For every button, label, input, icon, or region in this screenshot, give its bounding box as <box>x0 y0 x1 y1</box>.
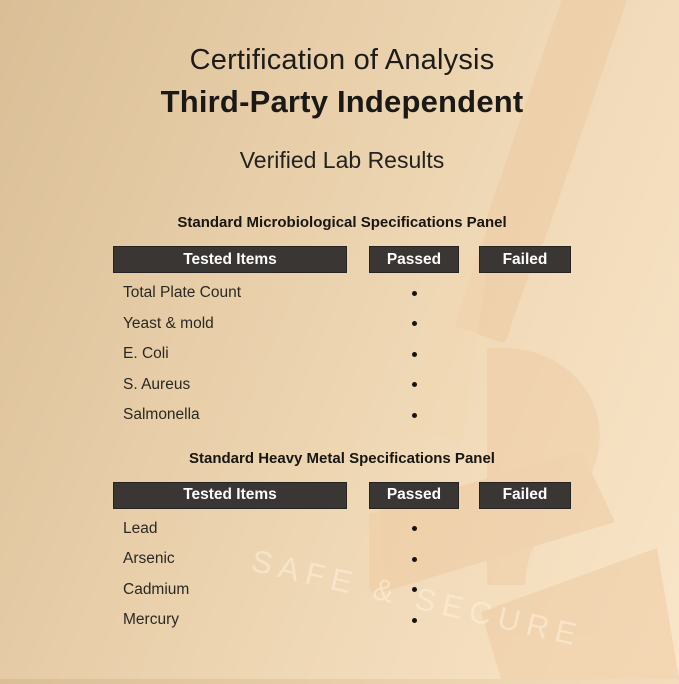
certificate-body: Certification of Analysis Third-Party In… <box>113 0 571 636</box>
tested-item-label: Lead <box>123 519 158 537</box>
passed-bullet-icon <box>411 382 417 388</box>
passed-indicator <box>369 406 459 424</box>
panel-title: Standard Microbiological Specifications … <box>177 214 507 231</box>
passed-bullet-icon <box>411 526 417 532</box>
passed-indicator <box>369 345 459 363</box>
tested-item-label: Cadmium <box>123 580 190 598</box>
passed-indicator <box>369 611 459 629</box>
passed-bullet-icon <box>411 412 417 418</box>
table-row: E. Coli <box>113 339 571 370</box>
tested-item-label: E. Coli <box>123 345 169 363</box>
passed-indicator <box>369 581 459 599</box>
column-header-failed: Failed <box>479 246 571 273</box>
table-header-row: Tested Items Passed Failed <box>113 246 571 273</box>
passed-bullet-icon <box>411 290 417 296</box>
tested-item-label: S. Aureus <box>123 375 191 393</box>
column-header-tested-items: Tested Items <box>113 246 347 273</box>
table-row: Lead <box>113 514 571 545</box>
table-row: Cadmium <box>113 575 571 606</box>
column-header-failed: Failed <box>479 481 571 509</box>
table-rows: Lead Arsenic Cadmium Mercury <box>113 514 571 636</box>
passed-bullet-icon <box>411 351 417 357</box>
page-tagline: Verified Lab Results <box>239 147 445 173</box>
heavy-metal-panel: Standard Heavy Metal Specifications Pane… <box>113 450 571 636</box>
tested-item-label: Total Plate Count <box>123 284 242 302</box>
passed-indicator <box>369 376 459 394</box>
table-row: Salmonella <box>113 400 571 431</box>
tested-item-label: Mercury <box>123 611 179 629</box>
passed-indicator <box>369 315 459 333</box>
passed-indicator <box>369 284 459 302</box>
column-header-passed: Passed <box>369 246 459 273</box>
column-header-passed: Passed <box>369 481 459 509</box>
table-row: Arsenic <box>113 544 571 575</box>
table-row: S. Aureus <box>113 370 571 401</box>
page-title: Certification of Analysis <box>189 44 495 76</box>
table-header-row: Tested Items Passed Failed <box>113 481 571 509</box>
passed-indicator <box>369 520 459 538</box>
passed-indicator <box>369 550 459 568</box>
panel-title: Standard Heavy Metal Specifications Pane… <box>189 449 495 467</box>
table-row: Mercury <box>113 605 571 636</box>
tested-item-label: Yeast & mold <box>123 314 214 332</box>
page-subtitle: Third-Party Independent <box>160 84 524 119</box>
tested-item-label: Salmonella <box>123 406 200 424</box>
passed-bullet-icon <box>411 321 417 327</box>
table-row: Total Plate Count <box>113 278 571 309</box>
column-header-tested-items: Tested Items <box>113 481 347 509</box>
table-row: Yeast & mold <box>113 309 571 340</box>
microbiological-panel: Standard Microbiological Specifications … <box>113 214 571 431</box>
passed-bullet-icon <box>411 587 417 593</box>
table-rows: Total Plate Count Yeast & mold E. Coli S. A… <box>113 278 571 431</box>
passed-bullet-icon <box>411 556 417 562</box>
passed-bullet-icon <box>411 617 417 623</box>
tested-item-label: Arsenic <box>123 550 175 568</box>
